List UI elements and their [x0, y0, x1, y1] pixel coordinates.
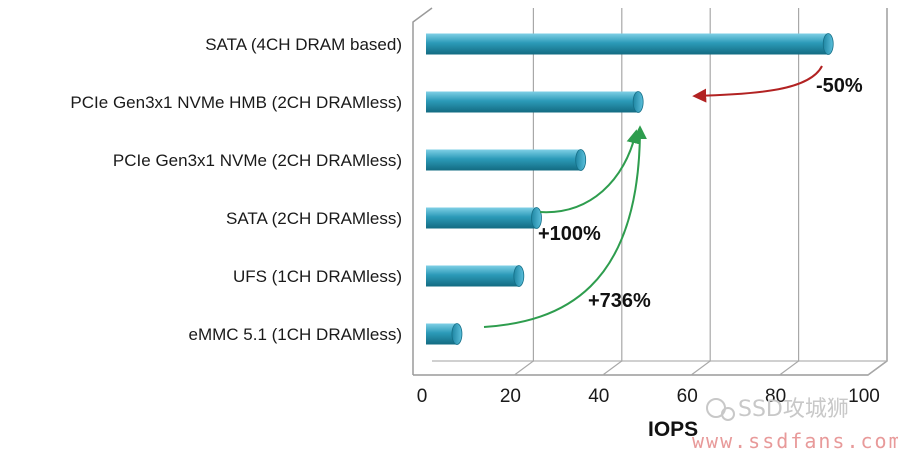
- gridline-60: [690, 8, 711, 376]
- x-tick-label-20: 20: [500, 386, 521, 407]
- watermark-url: www.ssdfans.com: [692, 429, 898, 453]
- category-label-3: SATA (2CH DRAMless): [226, 209, 402, 228]
- bar-3: [426, 207, 542, 229]
- x-axis-ticks: 0 20 40 60 80 100: [417, 386, 880, 407]
- arrow-minus-50: [692, 65, 823, 103]
- x-axis-title: IOPS: [648, 418, 698, 441]
- bar-body-5: [426, 323, 457, 345]
- bar-1: [426, 91, 644, 113]
- category-label-5: eMMC 5.1 (1CH DRAMless): [189, 325, 402, 344]
- plot-frame: [412, 7, 888, 376]
- gridline-80: [779, 8, 800, 376]
- bar-cap-1: [632, 91, 644, 113]
- watermark: SSD攻城狮 www.ssdfans.com: [692, 397, 898, 453]
- watermark-brand: SSD攻城狮: [738, 397, 849, 422]
- arrow-plus-100: [539, 129, 641, 214]
- category-label-2: PCIe Gen3x1 NVMe (2CH DRAMless): [113, 151, 402, 170]
- category-label-1: PCIe Gen3x1 NVMe HMB (2CH DRAMless): [70, 93, 402, 112]
- arrow-plus-736: [483, 125, 647, 328]
- bar-body-1: [426, 91, 639, 113]
- bar-2: [426, 149, 587, 171]
- category-labels: SATA (4CH DRAM based) PCIe Gen3x1 NVMe HM…: [70, 35, 402, 344]
- annotation-plus-736: +736%: [588, 290, 651, 312]
- bar-body-3: [426, 207, 537, 229]
- bar-body-4: [426, 265, 519, 287]
- back-wall-left: [412, 7, 433, 375]
- bar-5: [426, 323, 463, 345]
- annotation-plus-100: +100%: [538, 223, 601, 245]
- category-label-4: UFS (1CH DRAMless): [233, 267, 402, 286]
- gridline-100: [867, 8, 888, 376]
- gridlines: [514, 8, 888, 376]
- bar-cap-2: [575, 149, 587, 171]
- annotation-minus-50: -50%: [816, 75, 863, 97]
- bar-cap-4: [513, 265, 525, 287]
- floor-front: [413, 8, 888, 376]
- gridline-40: [602, 8, 623, 376]
- x-tick-label-40: 40: [588, 386, 609, 407]
- bar-cap-3: [531, 207, 542, 229]
- wechat-icon-small: [721, 407, 735, 421]
- bar-cap-0: [822, 33, 834, 55]
- bar-cap-5: [451, 323, 463, 345]
- x-tick-label-80: 80: [765, 386, 786, 407]
- gridline-20: [514, 8, 534, 376]
- bar-body-0: [426, 33, 829, 55]
- bars: [426, 33, 834, 345]
- x-tick-label-60: 60: [677, 386, 698, 407]
- x-tick-label-100: 100: [848, 386, 880, 407]
- category-label-0: SATA (4CH DRAM based): [205, 35, 402, 54]
- x-tick-label-0: 0: [417, 386, 428, 407]
- bar-body-2: [426, 149, 581, 171]
- bar-0: [426, 33, 834, 55]
- bar-4: [426, 265, 525, 287]
